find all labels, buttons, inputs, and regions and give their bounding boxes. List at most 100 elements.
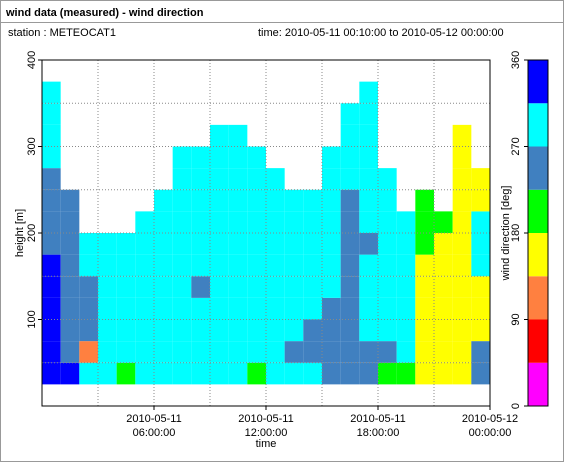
cell	[191, 276, 210, 298]
cell	[247, 297, 266, 320]
x-tick-date: 2010-05-12	[462, 413, 518, 425]
cell	[322, 341, 341, 363]
x-tick-label: 12:00:00	[245, 427, 288, 439]
cell	[266, 189, 285, 212]
cell	[79, 362, 98, 385]
cell	[359, 168, 378, 190]
cell	[172, 276, 192, 298]
cell	[98, 254, 117, 277]
cell	[247, 319, 266, 342]
cell	[191, 189, 210, 212]
cell	[434, 254, 453, 277]
cell	[228, 211, 248, 233]
cell	[284, 211, 304, 233]
x-tick-label: 06:00:00	[133, 427, 176, 439]
cell	[247, 168, 266, 190]
cell	[79, 233, 98, 255]
cell	[116, 319, 136, 342]
cell	[228, 189, 248, 212]
cell	[359, 233, 378, 255]
cell	[396, 276, 416, 298]
cell	[60, 319, 80, 342]
cell	[359, 103, 378, 125]
cell	[340, 189, 360, 212]
cell	[228, 297, 248, 320]
cell	[116, 297, 136, 320]
cell	[378, 189, 397, 212]
cell	[434, 297, 453, 320]
cell	[154, 341, 173, 363]
cell	[266, 362, 285, 385]
cell	[359, 319, 378, 342]
cell	[340, 276, 360, 298]
colorbar-tick-label: 180	[510, 224, 522, 242]
cell	[340, 362, 360, 385]
colorbar-segment	[528, 146, 548, 190]
cell	[396, 297, 416, 320]
cell	[452, 319, 472, 342]
cell	[79, 297, 98, 320]
cell	[266, 233, 285, 255]
cell	[303, 297, 322, 320]
cell	[378, 254, 397, 277]
cell	[247, 211, 266, 233]
cell	[210, 211, 229, 233]
cell	[42, 276, 61, 298]
station: station : METEOCAT1	[8, 27, 116, 39]
cell	[452, 233, 472, 255]
cell	[60, 276, 80, 298]
cell	[452, 254, 472, 277]
cell	[247, 276, 266, 298]
cell	[247, 341, 266, 363]
cell	[434, 211, 453, 233]
cell	[471, 233, 490, 255]
cell	[340, 254, 360, 277]
cell	[228, 319, 248, 342]
cell	[266, 276, 285, 298]
y-tick-label: 300	[26, 137, 38, 155]
cell	[154, 211, 173, 233]
colorbar-segment	[528, 319, 548, 363]
cell	[154, 297, 173, 320]
cell	[210, 341, 229, 363]
cell	[154, 189, 173, 212]
cell	[303, 189, 322, 212]
cell	[322, 233, 341, 255]
cell	[42, 103, 61, 125]
cell	[79, 254, 98, 277]
cell	[322, 319, 341, 342]
cell	[303, 276, 322, 298]
cell	[247, 146, 266, 169]
cell	[452, 146, 472, 169]
cell	[210, 189, 229, 212]
cell	[210, 124, 229, 147]
cell	[60, 254, 80, 277]
cell	[359, 254, 378, 277]
cell	[303, 362, 322, 385]
cell	[191, 254, 210, 277]
cell	[210, 362, 229, 385]
cell	[471, 254, 490, 277]
cell	[378, 276, 397, 298]
cell	[284, 189, 304, 212]
cell	[42, 341, 61, 363]
cell	[303, 211, 322, 233]
colorbar-tick-label: 0	[510, 403, 522, 409]
cell	[284, 254, 304, 277]
cell	[42, 124, 61, 147]
cell	[191, 211, 210, 233]
cell	[378, 297, 397, 320]
cell	[247, 254, 266, 277]
cell	[359, 276, 378, 298]
cell	[396, 319, 416, 342]
cell	[135, 233, 154, 255]
cell	[42, 81, 61, 104]
cell	[415, 319, 434, 342]
cell	[172, 319, 192, 342]
cell	[210, 168, 229, 190]
cell	[266, 168, 285, 190]
cell	[340, 233, 360, 255]
cell	[228, 233, 248, 255]
x-axis-label: time	[256, 438, 277, 450]
